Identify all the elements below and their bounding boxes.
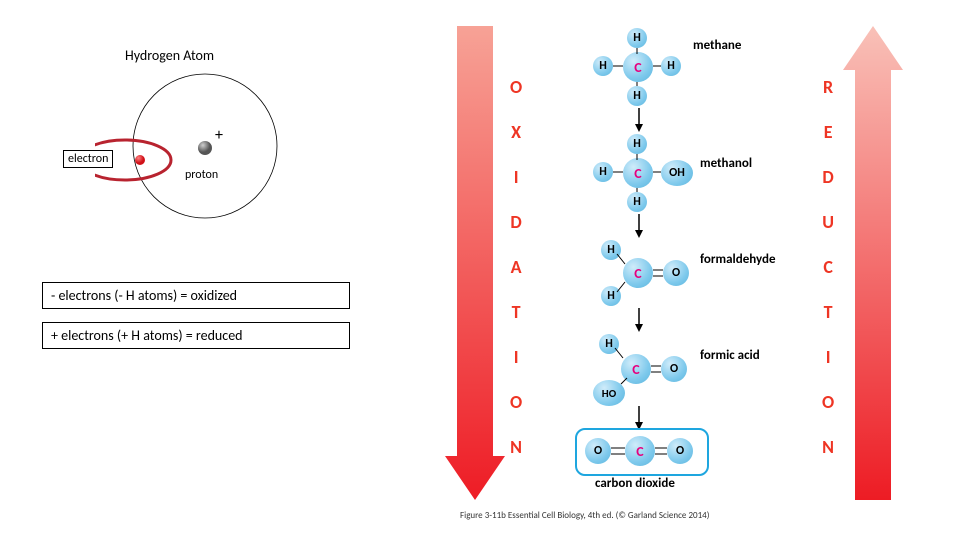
molecule-column: H H C H H methane H H C OH H methanol H … bbox=[545, 28, 825, 508]
ox-letter: N bbox=[510, 438, 522, 456]
formaldehyde-label: formaldehyde bbox=[700, 252, 776, 267]
methane-label: methane bbox=[693, 38, 741, 53]
formic-acid-label: formic acid bbox=[700, 348, 760, 363]
oxidation-arrow bbox=[445, 26, 505, 500]
ox-letter: I bbox=[510, 168, 522, 186]
electron-label: electron bbox=[63, 150, 113, 168]
reaction-arrow-icon bbox=[633, 108, 645, 132]
methanol-structure: H H C OH H bbox=[585, 134, 705, 212]
ox-letter: O bbox=[510, 78, 522, 96]
rule-reduced: + electrons (+ H atoms) = reduced bbox=[42, 322, 350, 349]
ox-letter: O bbox=[510, 393, 522, 411]
formic-acid-structure: H C O HO bbox=[591, 334, 701, 404]
ox-letter: I bbox=[510, 348, 522, 366]
methane-structure: H H C H H bbox=[593, 28, 683, 106]
formaldehyde-structure: H C O H bbox=[597, 240, 697, 306]
co2-structure: O C O bbox=[585, 436, 695, 466]
ox-letter: X bbox=[510, 123, 522, 141]
ox-letter: D bbox=[510, 213, 522, 231]
hydrogen-atom-diagram: + bbox=[95, 68, 285, 228]
reduction-arrow bbox=[843, 26, 903, 500]
proton-label: proton bbox=[185, 168, 218, 182]
rule-oxidized: - electrons (- H atoms) = oxidized bbox=[42, 282, 350, 309]
svg-text:+: + bbox=[215, 126, 223, 145]
reaction-arrow-icon bbox=[633, 308, 645, 332]
figure-caption: Figure 3-11b Essential Cell Biology, 4th… bbox=[460, 510, 709, 521]
co2-label: carbon dioxide bbox=[595, 476, 675, 491]
reaction-arrow-icon bbox=[633, 214, 645, 238]
ox-letter: T bbox=[510, 303, 522, 321]
reaction-arrow-icon bbox=[633, 406, 645, 430]
hydrogen-atom-title: Hydrogen Atom bbox=[125, 47, 214, 64]
methanol-label: methanol bbox=[700, 156, 752, 171]
ox-letter: A bbox=[510, 258, 522, 276]
oxidation-letters: O X I D A T I O N bbox=[510, 78, 522, 456]
